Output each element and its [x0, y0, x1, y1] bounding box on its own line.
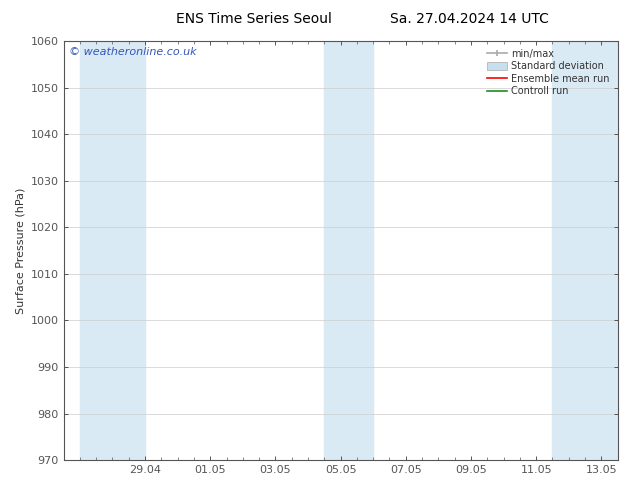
Bar	[80, 41, 145, 460]
Text: © weatheronline.co.uk: © weatheronline.co.uk	[69, 48, 197, 57]
Y-axis label: Surface Pressure (hPa): Surface Pressure (hPa)	[15, 187, 25, 314]
Legend: min/max, Standard deviation, Ensemble mean run, Controll run: min/max, Standard deviation, Ensemble me…	[484, 46, 613, 99]
Text: ENS Time Series Seoul: ENS Time Series Seoul	[176, 12, 332, 26]
Bar	[552, 41, 618, 460]
Text: Sa. 27.04.2024 14 UTC: Sa. 27.04.2024 14 UTC	[390, 12, 548, 26]
Bar	[325, 41, 373, 460]
